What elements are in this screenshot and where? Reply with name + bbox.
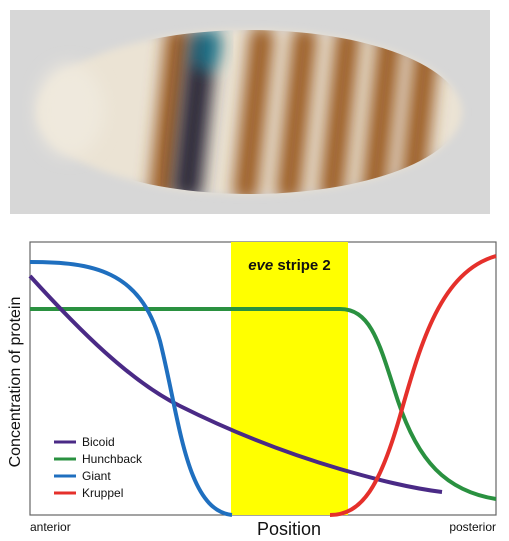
embryo-photo: [10, 10, 490, 214]
highlight-label-italic: eve: [248, 257, 273, 274]
eve-stripes: [149, 30, 440, 194]
gradient-diagram: eve stripe 2 Bicoid Hunchback Giant Kruppel…: [7, 241, 497, 539]
legend-label-giant: Giant: [82, 469, 111, 483]
eve-stripe-3: [233, 30, 274, 194]
eve-stripe-5: [319, 30, 360, 194]
eve-stripe-2-dark: [171, 30, 222, 194]
legend-label-hunchback: Hunchback: [82, 452, 143, 466]
y-axis-label: Concentration of protein: [7, 297, 24, 468]
eve-stripe-2-band: [231, 242, 348, 515]
eve-stripe-4: [276, 30, 317, 194]
x-right-label: posterior: [449, 520, 496, 534]
eve-stripe-1: [149, 30, 190, 194]
highlight-label-rest: stripe 2: [273, 257, 331, 274]
giant-curve: [29, 260, 233, 517]
hunchback-curve: [30, 307, 497, 501]
eve-stripe-6: [361, 30, 402, 194]
highlight-label: eve stripe 2: [248, 257, 331, 274]
bicoid-curve: [28, 274, 443, 494]
embryo-anterior-tip: [36, 64, 104, 156]
kruppel-curve: [329, 254, 497, 517]
legend: Bicoid Hunchback Giant Kruppel: [54, 435, 143, 500]
x-axis-label: Position: [257, 519, 321, 539]
x-left-label: anterior: [30, 520, 71, 534]
legend-label-kruppel: Kruppel: [82, 486, 123, 500]
eve-stripe-7: [399, 30, 440, 194]
legend-label-bicoid: Bicoid: [82, 435, 115, 449]
